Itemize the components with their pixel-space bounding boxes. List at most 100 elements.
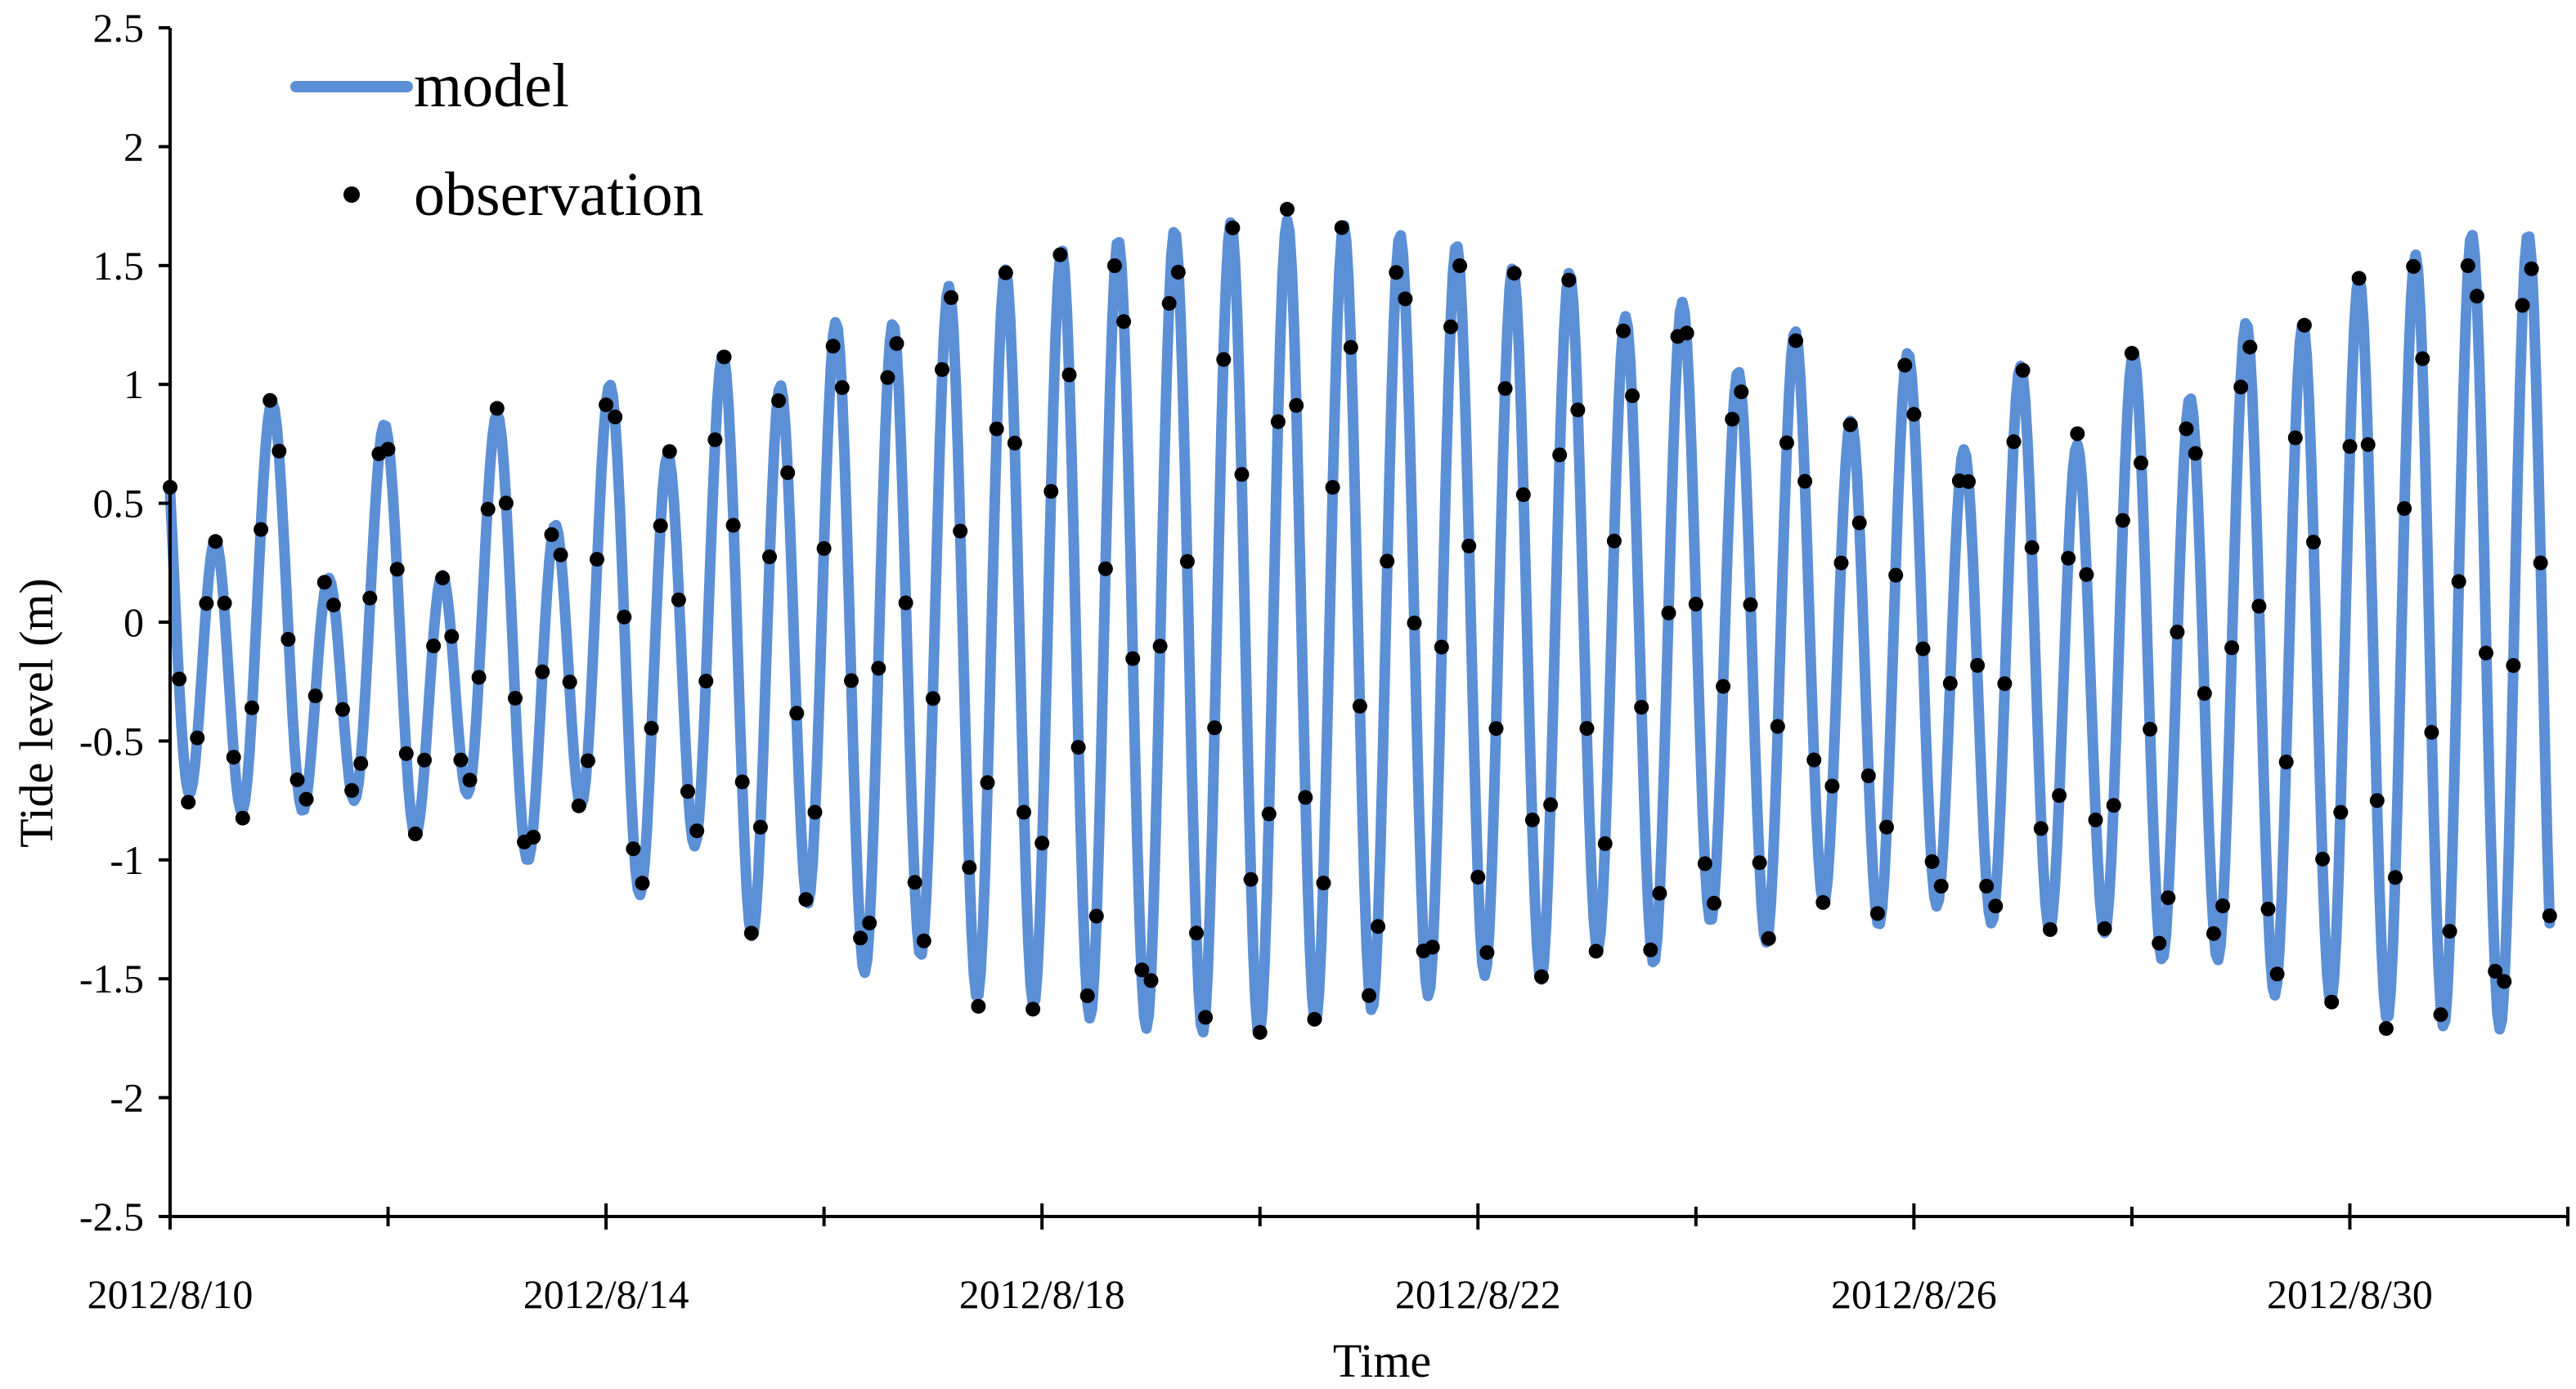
x-tick-label: 2012/8/10: [88, 1271, 254, 1317]
y-tick-label: -1.5: [79, 956, 144, 1001]
observation-point: [217, 595, 232, 611]
observation-point: [2170, 625, 2185, 640]
observation-point: [1325, 480, 1340, 495]
observation-point: [771, 393, 787, 409]
observation-point: [1606, 533, 1622, 549]
observation-point: [1851, 515, 1867, 531]
observation-point: [762, 549, 777, 565]
observation-point: [407, 827, 423, 841]
observation-point: [263, 392, 278, 408]
observation-point: [1088, 908, 1104, 924]
observation-point: [1797, 473, 1813, 489]
observation-point: [1970, 657, 1986, 673]
observation-point: [1234, 467, 1250, 482]
observation-point: [2015, 363, 2031, 378]
observation-point: [2097, 921, 2112, 936]
observation-point: [1497, 381, 1513, 397]
observation-point: [344, 782, 360, 798]
observation-point: [698, 674, 714, 689]
observation-point: [1334, 220, 1349, 235]
observation-point: [1289, 397, 1304, 413]
observation-point: [935, 362, 949, 377]
observation-point: [2542, 908, 2557, 924]
observation-point: [2134, 455, 2148, 471]
observation-point: [853, 930, 868, 946]
observation-point: [1688, 596, 1703, 612]
observation-point: [1924, 854, 1940, 869]
observation-point: [2497, 974, 2512, 989]
observation-point: [2152, 935, 2167, 951]
y-tick-label: -0.5: [79, 718, 144, 764]
observation-point: [816, 540, 832, 556]
observation-point: [462, 773, 478, 788]
observation-point: [235, 810, 250, 826]
observation-point: [1579, 721, 1595, 736]
observation-point: [1425, 939, 1440, 955]
observation-point: [1407, 616, 1422, 630]
observation-point: [2488, 964, 2503, 979]
observation-point: [2333, 804, 2349, 820]
observation-point: [2406, 258, 2421, 274]
observation-point: [1661, 605, 1676, 621]
observation-point: [1070, 740, 1086, 755]
y-tick-label: 1: [123, 361, 144, 407]
observation-point: [208, 534, 223, 549]
x-tick-label: 2012/8/26: [1831, 1271, 1997, 1317]
observation-point: [398, 746, 414, 761]
observation-point: [2433, 1007, 2448, 1023]
observation-point: [1752, 855, 1767, 871]
observation-point: [471, 670, 487, 685]
observation-point: [426, 638, 442, 654]
observation-point: [1052, 247, 1068, 262]
observation-point: [1734, 384, 1749, 400]
observation-point: [172, 671, 187, 687]
observation-point: [1506, 266, 1522, 281]
observation-point: [2451, 574, 2466, 589]
observation-point: [1107, 258, 1122, 273]
observation-point: [325, 598, 341, 613]
observation-point: [1398, 291, 1413, 307]
observation-point: [444, 629, 460, 644]
observation-point: [653, 518, 668, 534]
observation-point: [1443, 319, 1458, 334]
observation-point: [2161, 890, 2176, 906]
observation-point: [489, 401, 505, 416]
observation-point: [498, 495, 514, 511]
observation-point: [834, 380, 850, 396]
observation-point: [1243, 871, 1259, 887]
observation-point: [2006, 434, 2022, 450]
observation-point: [1770, 719, 1785, 734]
observation-point: [1179, 553, 1195, 569]
observation-point: [2360, 437, 2376, 452]
y-tick-label: -1: [110, 837, 144, 883]
observation-point: [798, 892, 814, 907]
y-tick-label: -2: [110, 1075, 144, 1121]
observation-point: [181, 795, 196, 810]
observation-point: [480, 501, 496, 517]
observation-point: [1570, 402, 1586, 418]
observation-point: [1833, 555, 1849, 571]
observation-point: [1189, 925, 1204, 941]
observation-point: [662, 444, 677, 459]
observation-point: [608, 410, 623, 424]
observation-point: [335, 701, 350, 717]
observation-point: [307, 688, 323, 704]
observation-point: [689, 823, 705, 839]
x-axis-ticks: 2012/8/10 2012/8/14 2012/8/18 2012/8/22 2012…: [88, 1203, 2569, 1317]
legend-model-label: model: [414, 52, 569, 120]
y-axis-ticks: -2.5 -2 -1.5 -1 -0.5 0 0.5 1 1.5 2 2.5: [79, 5, 170, 1239]
observation-point: [2070, 426, 2085, 441]
observation-point: [2469, 289, 2484, 304]
observation-point: [635, 876, 650, 891]
observation-point: [1207, 720, 1223, 736]
observation-point: [1125, 651, 1141, 666]
observation-point: [1524, 812, 1540, 827]
observation-point: [862, 916, 877, 930]
observation-point: [1697, 856, 1712, 871]
observation-point: [2424, 724, 2439, 740]
observation-point: [1316, 876, 1331, 891]
observation-point: [1597, 836, 1613, 851]
observation-point: [1643, 942, 1658, 957]
observation-point: [2278, 755, 2294, 769]
observation-point: [2533, 555, 2548, 571]
